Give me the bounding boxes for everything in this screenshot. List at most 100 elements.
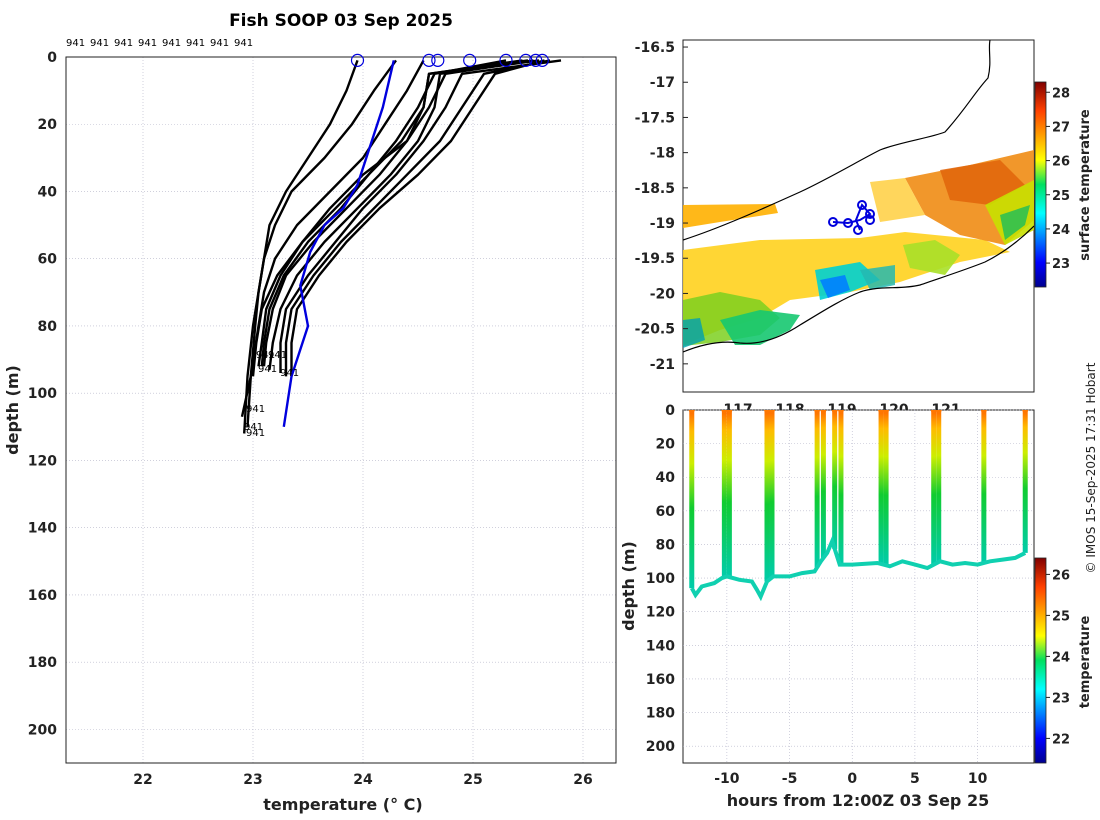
x-tick-label: 5 [910, 771, 920, 787]
profile-line-10 [240, 59, 425, 417]
surface-markers [350, 53, 549, 67]
cast-column-3 [726, 410, 732, 578]
x-tick-label: 26 [573, 772, 592, 788]
cast-top-marker [769, 410, 776, 413]
x-axis-ticks: -10 -5 0 5 10 [714, 771, 987, 787]
y-tick-label: 20 [38, 117, 58, 133]
depth-time-chart: -10 -5 0 5 10 0 20 40 60 80 100 120 140 160 180 200 ho… [619, 403, 1093, 810]
colorbar-tick-label: 26 [1052, 568, 1070, 583]
chart-title: Fish SOOP 03 Sep 2025 [229, 11, 453, 31]
profile-id-label: 941 [268, 350, 287, 361]
temperature-colorbar [1034, 557, 1047, 764]
colorbar-tick-label: 25 [1052, 609, 1070, 624]
cast-column-13 [936, 410, 942, 562]
y-tick-label: -20 [650, 286, 676, 302]
bottom-depth-line [690, 535, 1027, 602]
y-tick-label: 20 [656, 437, 676, 453]
cast-top-marker [831, 410, 838, 413]
cast-column-14 [981, 410, 987, 563]
x-tick-label: 24 [353, 772, 373, 788]
profile-id-label: 941 [280, 368, 299, 379]
y-tick-label: -18 [650, 146, 675, 162]
y-tick-label: -18.5 [635, 181, 675, 197]
cast-columns [688, 410, 1029, 589]
profile-line-6 [279, 59, 562, 373]
y-tick-label: 0 [47, 50, 57, 66]
cast-top-marker [721, 410, 728, 413]
profile-line-8 [290, 59, 545, 377]
profile-id-label: 941 [186, 38, 205, 49]
cast-top-marker [688, 410, 695, 413]
y-tick-label: 0 [665, 403, 675, 419]
y-tick-label: 180 [646, 706, 675, 722]
map-colorbar-ticks: 23 24 25 26 27 28 [1046, 86, 1070, 272]
colorbar-tick-label: 25 [1052, 189, 1070, 204]
cast-top-marker [1022, 410, 1029, 413]
colorbar-tick-label: 24 [1052, 223, 1070, 238]
y-tick-label: 60 [656, 504, 676, 520]
profile-id-label: 941 [162, 38, 181, 49]
colorbar-tick-label: 27 [1052, 120, 1070, 135]
y-tick-label: 120 [646, 605, 675, 621]
colorbar-tick-label: 26 [1052, 155, 1070, 170]
profile-id-label: 941 [66, 38, 85, 49]
cast-column-8 [832, 410, 838, 549]
profile-id-label: 941 [114, 38, 133, 49]
cast-top-marker [837, 410, 844, 413]
x-tick-label: -5 [782, 771, 798, 787]
profile-line-2 [246, 59, 397, 427]
latest-profile-line [282, 60, 395, 427]
y-tick-label: 120 [28, 453, 57, 469]
y-tick-label: -19.5 [635, 251, 675, 267]
profile-line-1 [243, 59, 359, 434]
cast-top-marker [980, 410, 987, 413]
colorbar-tick-label: 23 [1052, 257, 1070, 272]
x-tick-label: 25 [463, 772, 482, 788]
cast-top-marker [930, 410, 937, 413]
coastline [683, 40, 1034, 353]
cast-column-7 [820, 410, 826, 558]
y-tick-label: -19 [650, 216, 675, 232]
surface-marker [529, 53, 543, 67]
cast-top-marker [935, 410, 942, 413]
axes-frame [65, 56, 617, 764]
temperature-colorbar-label: temperature [1078, 616, 1093, 709]
profile-line-9 [251, 59, 534, 377]
profile-id-label: 941 [256, 350, 275, 361]
grid [66, 56, 616, 763]
cast-column-9 [838, 410, 844, 565]
y-axis-label: depth (m) [3, 365, 22, 455]
axes-frame [682, 409, 1035, 764]
y-axis-ticks: 0 20 40 60 80 100 120 140 160 180 200 [28, 50, 57, 738]
cast-top-marker [726, 410, 733, 413]
profile-id-label: 941 [234, 38, 253, 49]
y-tick-label: 80 [38, 319, 58, 335]
x-axis-ticks: 22 23 24 25 26 [133, 772, 592, 788]
top-labels: 941 941 941 941 941 941 941 941 [66, 38, 253, 49]
map-colorbar-label: surface temperature [1078, 109, 1093, 261]
profile-id-label: 941 [244, 422, 263, 433]
y-tick-label: 180 [28, 655, 57, 671]
y-tick-label: -20.5 [635, 322, 675, 338]
profile-id-label: 941 [246, 404, 265, 415]
map-y-ticks: -16.5 -17 -17.5 -18 -18.5 -19 -19.5 -20 -20.5 -21 [635, 40, 688, 373]
colorbar-tick-label: 24 [1052, 650, 1070, 665]
profile-id-label: 941 [246, 428, 265, 439]
vessel-track [828, 200, 875, 235]
cast-top-marker [820, 410, 827, 413]
x-axis-label: temperature (° C) [263, 795, 422, 814]
y-tick-label: 140 [28, 521, 57, 537]
y-tick-label: 60 [38, 252, 58, 268]
y-tick-label: 160 [28, 588, 57, 604]
x-tick-label: 22 [133, 772, 152, 788]
profile-id-label: 941 [258, 364, 277, 375]
cast-column-15 [1022, 410, 1028, 553]
surface-marker [350, 53, 365, 67]
x-tick-label: 0 [847, 771, 857, 787]
y-tick-label: -16.5 [635, 40, 675, 56]
copyright-text: © IMOS 15-Sep-2025 17:31 Hobart [1084, 362, 1098, 573]
y-tick-label: 40 [656, 470, 676, 486]
profile-line-3 [257, 59, 507, 367]
x-tick-label: 10 [968, 771, 988, 787]
surface-marker [519, 53, 533, 67]
